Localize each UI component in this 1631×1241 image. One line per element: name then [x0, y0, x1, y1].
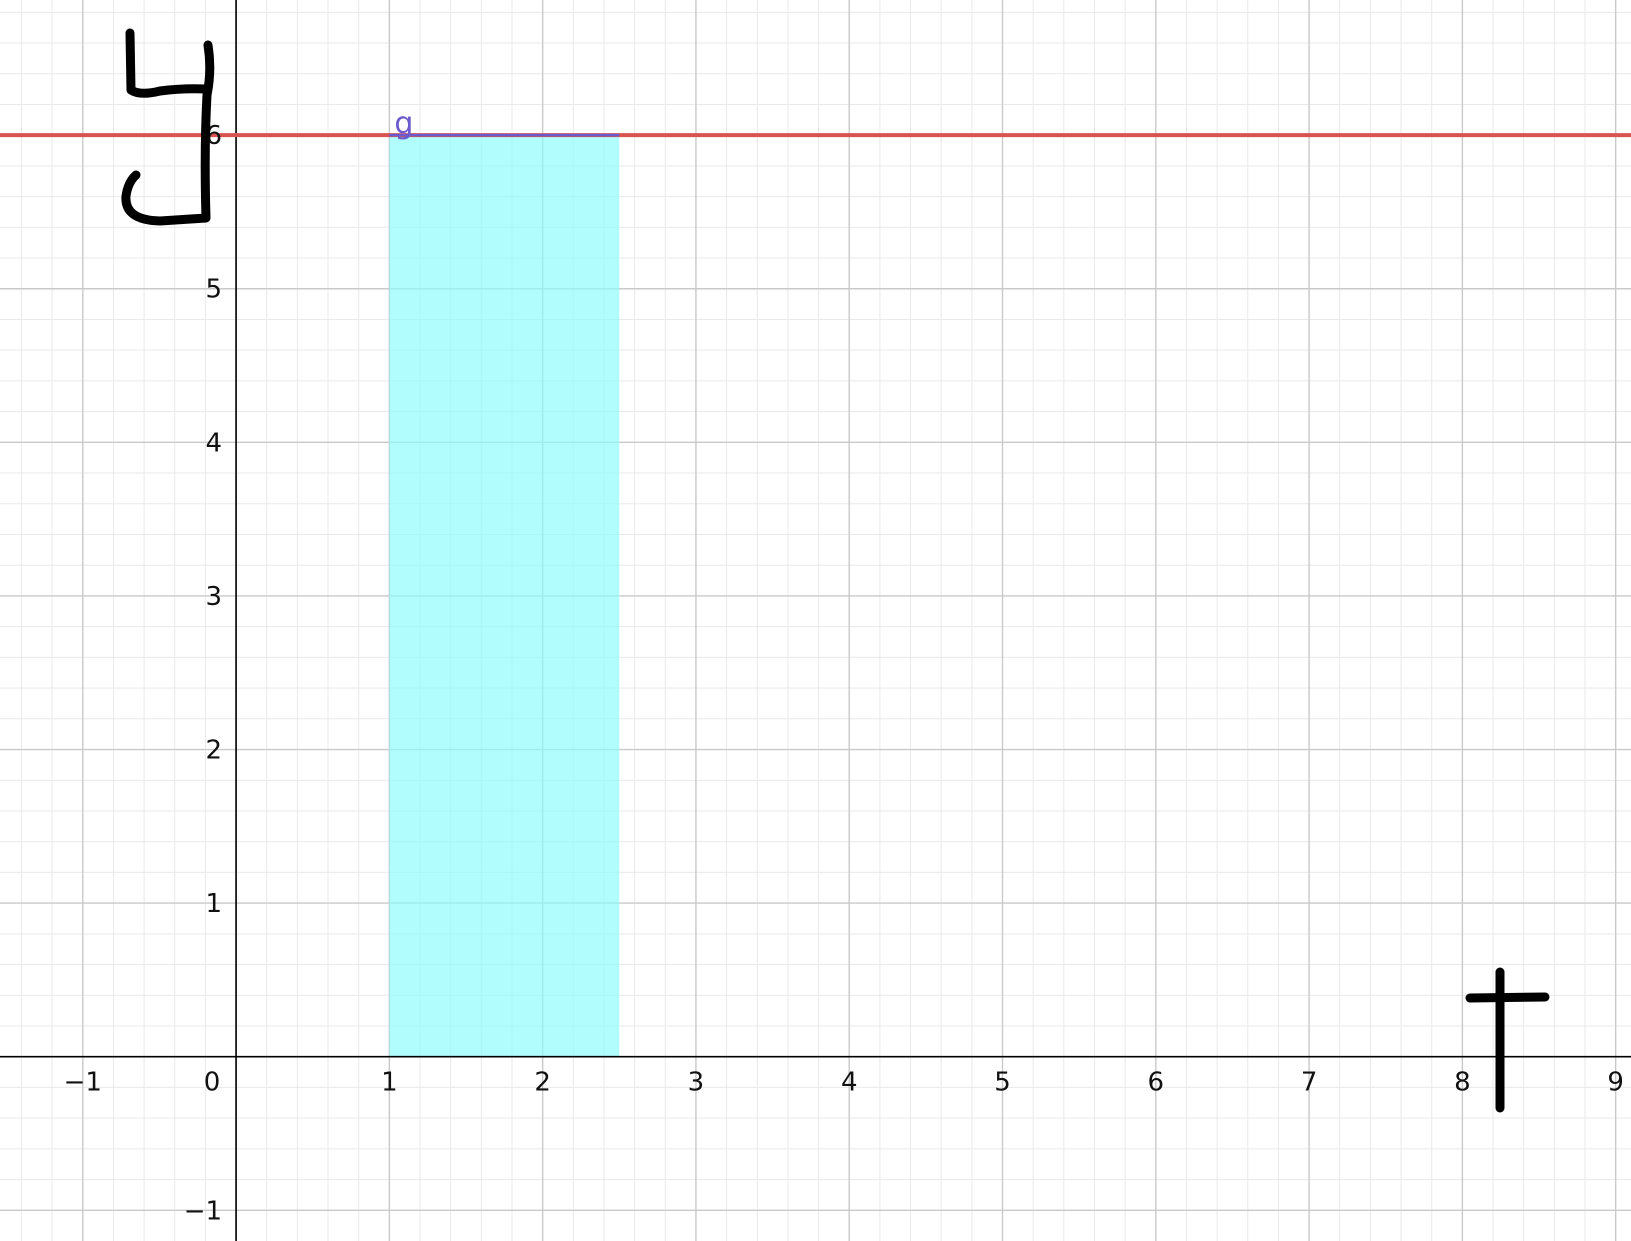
handwritten-t-label: t — [1465, 967, 1550, 1113]
x-tick-label: 6 — [1148, 1068, 1165, 1098]
series-lines: g — [0, 106, 1631, 141]
y-tick-label: −1 — [184, 1196, 222, 1226]
t-stroke-horizontal — [1465, 992, 1550, 1003]
y-stroke-2 — [121, 40, 215, 226]
segment-label: g — [394, 106, 413, 141]
y-tick-label: 5 — [206, 275, 223, 305]
handwritten-y-label: y — [121, 28, 215, 226]
y-tick-label: 1 — [206, 889, 223, 919]
y-tick-label: 2 — [206, 736, 223, 766]
x-tick-label: 9 — [1607, 1068, 1624, 1098]
y-tick-label: 4 — [206, 428, 223, 458]
shaded-region — [389, 135, 620, 1057]
y-tick-label: 3 — [206, 582, 223, 612]
shaded-regions — [389, 135, 620, 1057]
x-tick-label: 8 — [1454, 1068, 1471, 1098]
x-tick-label: 4 — [841, 1068, 858, 1098]
x-tick-label: 3 — [688, 1068, 705, 1098]
origin-label: 0 — [204, 1068, 221, 1098]
annotations: yt — [121, 28, 1550, 1113]
x-tick-label: 1 — [381, 1068, 398, 1098]
x-tick-label: 7 — [1301, 1068, 1318, 1098]
x-tick-label: 2 — [534, 1068, 551, 1098]
y-stroke-1 — [125, 28, 211, 98]
x-tick-label: 5 — [994, 1068, 1011, 1098]
x-tick-label: −1 — [64, 1068, 102, 1098]
